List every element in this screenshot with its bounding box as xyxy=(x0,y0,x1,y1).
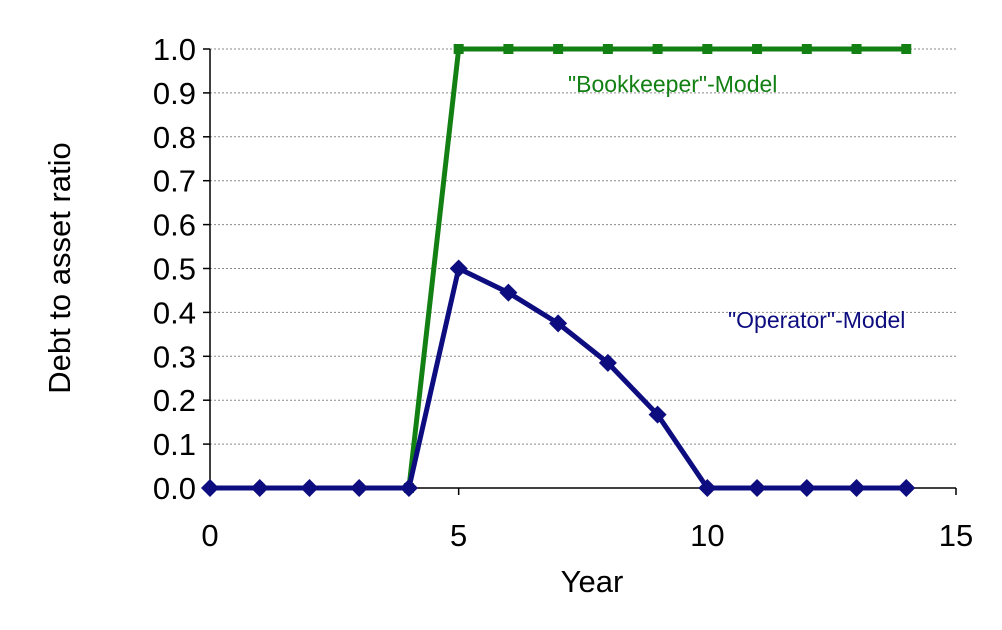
operator-series-label: "Operator"-Model xyxy=(728,307,905,333)
y-tick-label: 0.2 xyxy=(153,383,196,418)
x-tick-labels: 0 5 10 15 xyxy=(201,518,973,553)
y-tick-label: 0.3 xyxy=(153,339,196,374)
y-tick-label: 0.1 xyxy=(153,427,196,462)
bookkeeper-point xyxy=(553,44,564,54)
operator-point xyxy=(549,314,568,333)
x-tick-label: 15 xyxy=(939,518,973,553)
operator-point xyxy=(300,479,319,497)
operator-point xyxy=(698,479,717,497)
y-tick-labels: 0.0 0.1 0.2 0.3 0.4 0.5 0.6 0.7 0.8 0.9 1.0 xyxy=(153,32,196,506)
operator-point xyxy=(399,479,418,497)
operator-series-line xyxy=(210,266,907,491)
bookkeeper-series-label: "Bookkeeper"-Model xyxy=(568,71,777,97)
bookkeeper-point xyxy=(851,44,862,54)
y-tick-label: 1.0 xyxy=(153,32,196,67)
y-tick-label: 0.0 xyxy=(153,471,196,506)
bookkeeper-point xyxy=(602,44,613,54)
operator-point xyxy=(648,405,667,424)
bookkeeper-point xyxy=(652,44,663,54)
operator-point xyxy=(897,479,916,497)
operator-point xyxy=(797,479,816,497)
y-tick-label: 0.4 xyxy=(153,295,196,330)
y-tick-label: 0.7 xyxy=(153,164,196,199)
bookkeeper-point xyxy=(503,44,514,54)
operator-point xyxy=(748,479,767,497)
y-axis-title: Debt to asset ratio xyxy=(42,142,77,394)
operator-point xyxy=(201,479,219,497)
x-tick-label: 0 xyxy=(201,518,218,553)
operator-point xyxy=(350,479,369,497)
operator-point xyxy=(499,283,518,302)
bookkeeper-point xyxy=(901,44,912,54)
y-tick-label: 0.6 xyxy=(153,208,196,243)
x-tick-label: 5 xyxy=(450,518,467,553)
bookkeeper-point xyxy=(801,44,812,54)
x-tick-label: 10 xyxy=(690,518,724,553)
operator-point xyxy=(250,479,269,497)
operator-point xyxy=(847,479,866,497)
y-tick-label: 0.9 xyxy=(153,76,196,111)
operator-point xyxy=(449,259,468,278)
bookkeeper-point xyxy=(453,44,464,54)
y-tick-label: 0.5 xyxy=(153,252,196,287)
y-tick-label: 0.8 xyxy=(153,120,196,155)
series-layer xyxy=(201,44,916,497)
gridlines xyxy=(203,48,957,495)
bookkeeper-point xyxy=(752,44,763,54)
x-axis-title: Year xyxy=(561,564,624,599)
operator-point xyxy=(598,353,617,372)
bookkeeper-point xyxy=(702,44,713,54)
